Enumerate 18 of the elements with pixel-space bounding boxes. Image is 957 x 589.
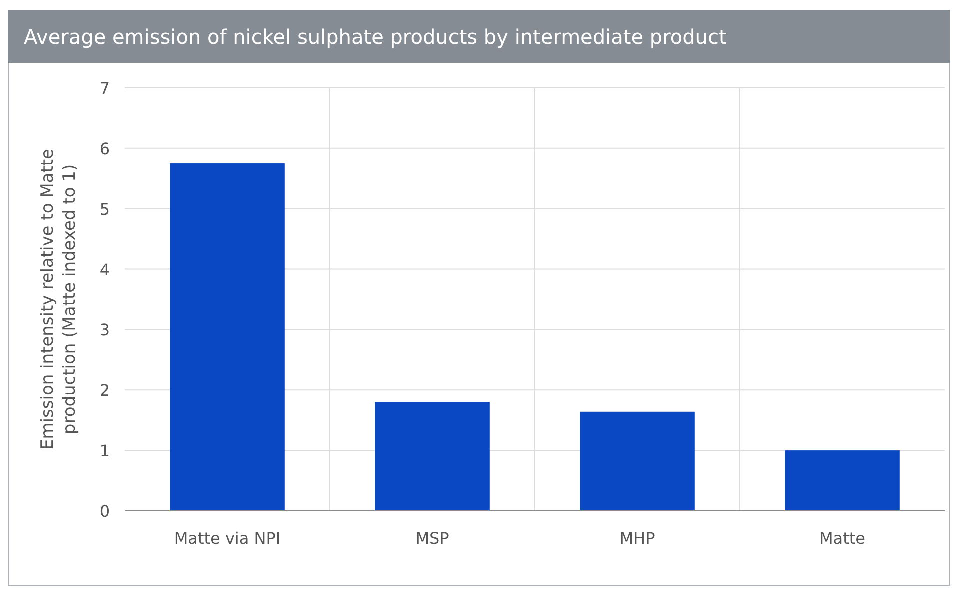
- x-tick-label: MHP: [620, 529, 656, 548]
- y-tick-label: 3: [100, 320, 110, 340]
- y-tick-label: 1: [100, 442, 110, 461]
- x-tick-label: MSP: [416, 529, 450, 548]
- bar: [375, 402, 490, 511]
- y-tick-label: 7: [100, 79, 110, 98]
- chart-title: Average emission of nickel sulphate products by intermediate product: [24, 25, 727, 49]
- bar: [785, 450, 900, 511]
- bar: [580, 412, 695, 511]
- y-axis-title: Emission intensity relative to Matte production (Matte indexed to 1): [38, 148, 80, 450]
- bar: [170, 164, 285, 511]
- y-tick-label: 5: [100, 200, 110, 219]
- y-tick-label: 6: [100, 139, 110, 158]
- y-tick-label: 4: [100, 260, 110, 280]
- y-tick-label: 0: [100, 502, 110, 521]
- x-tick-label: Matte: [820, 529, 866, 548]
- y-tick-label: 2: [100, 381, 110, 400]
- x-tick-label: Matte via NPI: [174, 529, 281, 548]
